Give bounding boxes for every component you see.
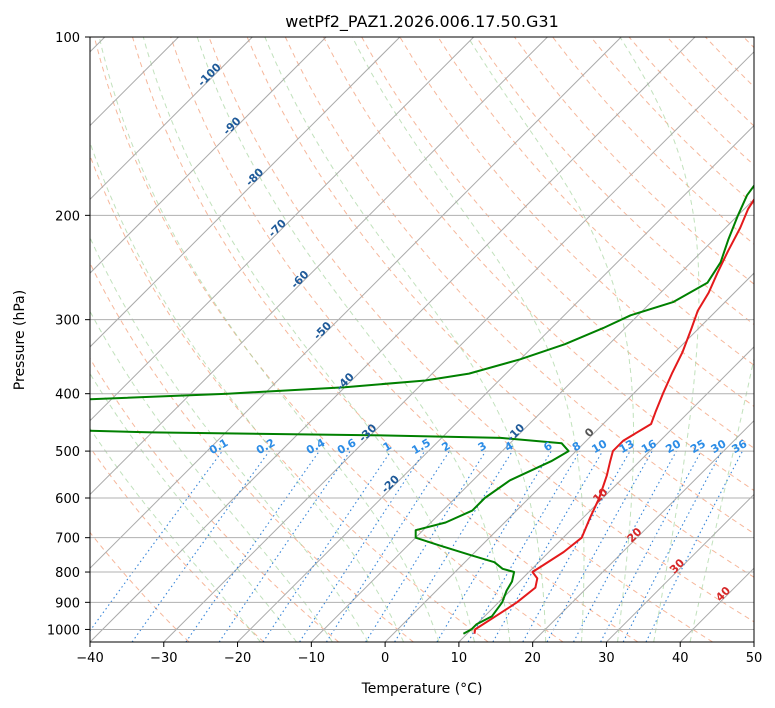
isotherm <box>458 346 754 642</box>
mixing-ratio-line <box>299 450 426 642</box>
x-axis: −40 −30 −20 −10 0 10 20 30 40 50 <box>76 642 762 666</box>
y-tick-label: 100 <box>55 31 80 46</box>
y-tick-label: 700 <box>55 532 80 547</box>
mixing-ratio-line <box>218 450 351 642</box>
mixing-ratio-line <box>394 450 513 642</box>
background-lines <box>90 37 754 642</box>
mixing-ratio-line <box>325 450 450 642</box>
dry-adiabat <box>513 37 754 285</box>
x-tick-label: 20 <box>524 651 541 666</box>
y-tick-label: 300 <box>55 314 80 329</box>
mixing-ratio-line <box>185 450 320 642</box>
temperature-trace <box>473 197 754 634</box>
x-tick-label: −10 <box>298 651 325 666</box>
isotherm <box>90 37 327 274</box>
x-tick-label: 50 <box>746 651 763 666</box>
y-tick-label: 400 <box>55 388 80 403</box>
isotherm <box>90 37 696 642</box>
dry-adiabat <box>90 531 190 642</box>
dry-adiabat <box>475 37 754 326</box>
mixing-ratio-line <box>573 450 677 642</box>
moist-adiabat <box>142 37 475 642</box>
isotherm <box>532 419 754 642</box>
plot-frame <box>89 36 755 643</box>
moist-adiabat <box>264 37 547 642</box>
mixing-ratio-line <box>436 450 552 642</box>
dry-adiabat <box>132 37 639 642</box>
x-tick-label: 0 <box>381 651 389 666</box>
moist-adiabat <box>90 140 405 642</box>
y-tick-label: 800 <box>55 566 80 581</box>
x-tick-label: 30 <box>598 651 615 666</box>
isotherm <box>90 37 622 569</box>
moist-adiabat <box>90 236 369 642</box>
x-tick-label: −40 <box>76 651 103 666</box>
moist-adiabat <box>90 427 261 642</box>
isotherm <box>310 198 754 642</box>
dry-adiabat <box>90 154 489 642</box>
isotherm <box>90 37 401 348</box>
y-tick-label: 900 <box>55 596 80 611</box>
dry-adiabat <box>399 37 754 408</box>
x-tick-label: 40 <box>672 651 689 666</box>
isotherm <box>90 37 548 496</box>
dewpoint-trace <box>90 184 754 635</box>
x-tick-label: 10 <box>451 651 468 666</box>
y-axis: 100 200 300 400 500 600 700 800 900 1000 <box>47 31 90 638</box>
moist-adiabat <box>619 37 700 642</box>
chart-title: wetPf2_PAZ1.2026.006.17.50.G31 <box>285 12 559 32</box>
isotherm <box>163 51 754 642</box>
mixing-ratio-line <box>262 450 392 642</box>
pressure-gridlines <box>90 37 754 630</box>
y-tick-label: 200 <box>55 209 80 224</box>
sounding-traces <box>90 184 754 635</box>
dry-adiabat <box>170 37 713 642</box>
mixing-ratio-line <box>131 450 270 642</box>
dry-adiabat <box>361 37 754 449</box>
isotherm <box>90 37 475 422</box>
mixing-ratio-line <box>467 450 581 642</box>
mixing-ratio-line <box>365 450 487 642</box>
isotherm <box>237 124 754 642</box>
y-tick-label: 600 <box>55 492 80 507</box>
dry-adiabat <box>93 37 564 642</box>
moist-adiabat <box>90 372 297 642</box>
x-tick-label: −30 <box>150 651 177 666</box>
dry-adiabat <box>246 37 754 578</box>
moist-adiabat <box>351 37 585 642</box>
moist-adiabat <box>98 37 440 642</box>
x-tick-label: −20 <box>224 651 251 666</box>
isotherm <box>606 493 754 642</box>
dry-adiabat <box>208 37 754 623</box>
y-axis-label: Pressure (hPa) <box>12 290 28 390</box>
y-tick-label: 500 <box>55 445 80 460</box>
y-tick-label: 1000 <box>47 623 80 638</box>
isotherm <box>90 37 253 201</box>
x-axis-label: Temperature (°C) <box>361 681 483 697</box>
